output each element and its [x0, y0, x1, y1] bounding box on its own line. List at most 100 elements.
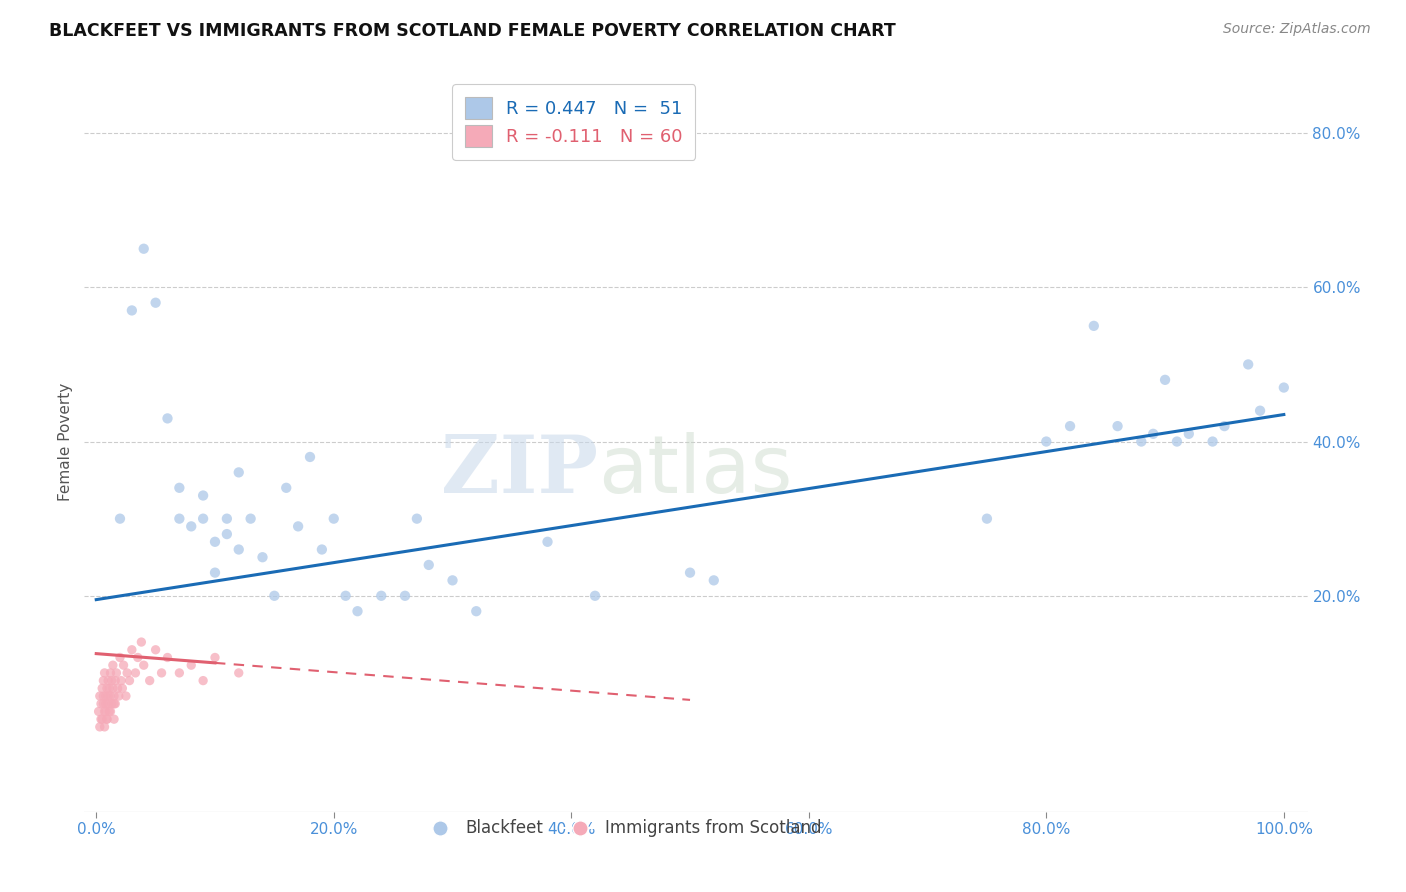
Point: [97, 697, 120, 711]
Point: [228, 665, 250, 680]
Point: [100, 705, 122, 719]
Point: [115, 689, 138, 703]
Point: [1059, 419, 1081, 434]
Point: [703, 574, 725, 588]
Point: [169, 511, 191, 525]
Point: [180, 519, 202, 533]
Point: [583, 589, 606, 603]
Point: [96, 712, 118, 726]
Point: [87, 705, 110, 719]
Point: [394, 589, 416, 603]
Point: [169, 665, 191, 680]
Point: [191, 673, 214, 688]
Point: [335, 589, 357, 603]
Text: ZIP: ZIP: [441, 432, 598, 510]
Point: [131, 635, 153, 649]
Point: [108, 650, 131, 665]
Point: [93, 705, 115, 719]
Point: [93, 665, 115, 680]
Point: [418, 558, 440, 572]
Point: [169, 481, 191, 495]
Point: [1272, 380, 1295, 394]
Point: [138, 673, 160, 688]
Point: [93, 673, 115, 688]
Point: [191, 489, 214, 503]
Point: [276, 481, 298, 495]
Point: [465, 604, 488, 618]
Point: [104, 697, 127, 711]
Point: [101, 658, 124, 673]
Point: [180, 658, 202, 673]
Point: [263, 589, 285, 603]
Point: [94, 697, 117, 711]
Point: [105, 665, 128, 680]
Point: [287, 519, 309, 533]
Point: [89, 720, 111, 734]
Point: [191, 511, 214, 525]
Point: [112, 658, 135, 673]
Point: [215, 511, 238, 525]
Point: [132, 658, 155, 673]
Point: [89, 689, 111, 703]
Point: [91, 712, 114, 726]
Point: [1237, 358, 1260, 372]
Point: [93, 720, 115, 734]
Point: [96, 681, 118, 696]
Point: [204, 566, 226, 580]
Point: [94, 705, 117, 719]
Point: [132, 242, 155, 256]
Point: [107, 681, 129, 696]
Point: [115, 665, 138, 680]
Point: [93, 697, 115, 711]
Point: [370, 589, 392, 603]
Point: [215, 527, 238, 541]
Point: [145, 295, 167, 310]
Point: [1107, 419, 1129, 434]
Point: [90, 697, 112, 711]
Point: [108, 511, 131, 525]
Point: [1130, 434, 1153, 449]
Point: [1154, 373, 1177, 387]
Point: [536, 534, 558, 549]
Point: [93, 689, 115, 703]
Point: [107, 689, 129, 703]
Point: [100, 689, 122, 703]
Point: [101, 681, 124, 696]
Point: [1201, 434, 1223, 449]
Point: [118, 673, 141, 688]
Point: [127, 650, 149, 665]
Point: [104, 673, 127, 688]
Point: [156, 411, 179, 425]
Point: [96, 712, 118, 726]
Point: [228, 466, 250, 480]
Point: [124, 665, 146, 680]
Point: [91, 681, 114, 696]
Point: [97, 673, 120, 688]
Point: [346, 604, 368, 618]
Point: [239, 511, 262, 525]
Point: [111, 681, 134, 696]
Point: [298, 450, 321, 464]
Point: [406, 511, 429, 525]
Point: [103, 689, 125, 703]
Text: atlas: atlas: [598, 432, 793, 510]
Point: [90, 712, 112, 726]
Point: [1178, 426, 1201, 441]
Point: [252, 550, 274, 565]
Point: [1083, 318, 1105, 333]
Point: [679, 566, 702, 580]
Point: [311, 542, 333, 557]
Point: [150, 665, 173, 680]
Point: [1249, 403, 1271, 417]
Point: [1035, 434, 1057, 449]
Point: [121, 642, 143, 657]
Point: [204, 650, 226, 665]
Point: [97, 689, 120, 703]
Point: [145, 642, 167, 657]
Point: [100, 697, 122, 711]
Point: [1142, 426, 1164, 441]
Point: [110, 673, 132, 688]
Point: [1166, 434, 1188, 449]
Point: [1213, 419, 1236, 434]
Point: [976, 511, 998, 525]
